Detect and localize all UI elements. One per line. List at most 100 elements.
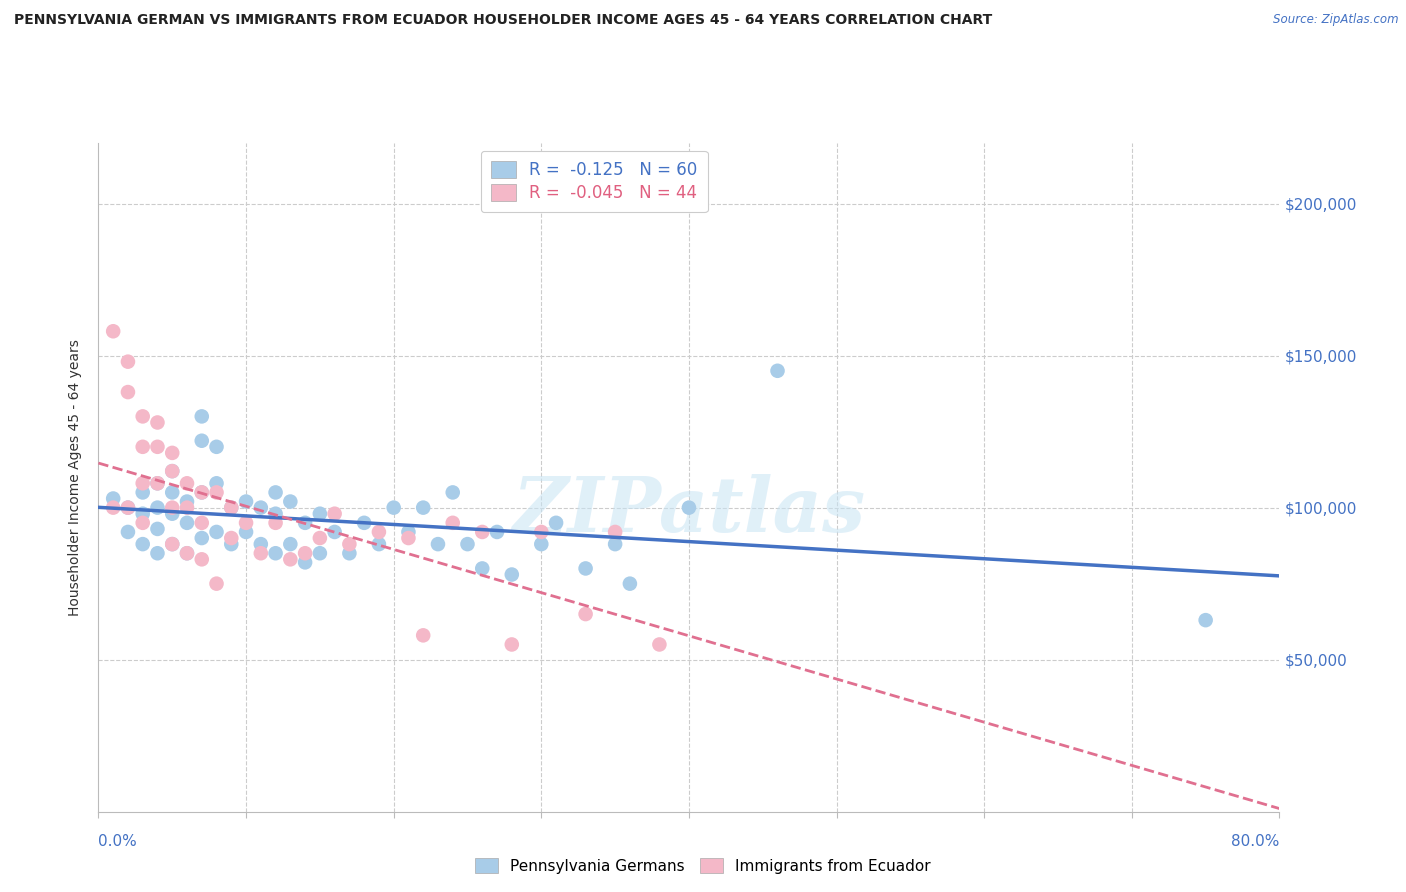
Point xyxy=(146,546,169,560)
Point xyxy=(205,485,228,500)
Point xyxy=(605,524,627,539)
Point xyxy=(162,464,183,478)
Point xyxy=(103,491,125,506)
Point xyxy=(146,440,169,454)
Point xyxy=(530,524,553,539)
Point xyxy=(368,524,391,539)
Point xyxy=(353,516,375,530)
Point xyxy=(132,409,155,424)
Point xyxy=(146,476,169,491)
Point xyxy=(191,485,214,500)
Point xyxy=(117,385,139,400)
Point xyxy=(766,364,789,378)
Point xyxy=(294,516,316,530)
Point xyxy=(205,524,228,539)
Point xyxy=(427,537,450,551)
Point xyxy=(309,546,332,560)
Point xyxy=(396,524,419,539)
Point xyxy=(219,537,242,551)
Point xyxy=(441,485,464,500)
Text: Source: ZipAtlas.com: Source: ZipAtlas.com xyxy=(1274,13,1399,27)
Point xyxy=(176,546,198,560)
Text: 80.0%: 80.0% xyxy=(1232,834,1279,849)
Point xyxy=(339,537,360,551)
Point xyxy=(278,552,302,566)
Point xyxy=(132,476,155,491)
Point xyxy=(605,537,627,551)
Point xyxy=(323,524,346,539)
Point xyxy=(162,507,183,521)
Point xyxy=(546,516,568,530)
Point xyxy=(471,524,494,539)
Point xyxy=(219,500,242,515)
Point xyxy=(339,546,360,560)
Point xyxy=(103,500,125,515)
Point xyxy=(294,546,316,560)
Point xyxy=(530,537,553,551)
Point xyxy=(396,531,419,545)
Point xyxy=(471,561,494,575)
Point xyxy=(278,494,302,508)
Point xyxy=(132,537,155,551)
Point xyxy=(250,546,273,560)
Point xyxy=(574,607,596,621)
Point xyxy=(1195,613,1218,627)
Point xyxy=(117,354,139,368)
Point xyxy=(278,537,302,551)
Point xyxy=(132,516,155,530)
Text: 0.0%: 0.0% xyxy=(98,834,138,849)
Point xyxy=(368,537,391,551)
Point xyxy=(205,576,228,591)
Point xyxy=(264,516,287,530)
Point xyxy=(323,507,346,521)
Point xyxy=(191,434,214,448)
Point xyxy=(132,440,155,454)
Point xyxy=(162,446,183,460)
Legend: Pennsylvania Germans, Immigrants from Ecuador: Pennsylvania Germans, Immigrants from Ec… xyxy=(470,852,936,880)
Point xyxy=(162,500,183,515)
Point xyxy=(191,409,214,424)
Point xyxy=(294,555,316,569)
Point xyxy=(264,546,287,560)
Point xyxy=(132,507,155,521)
Point xyxy=(412,500,434,515)
Point xyxy=(219,531,242,545)
Point xyxy=(501,637,523,651)
Point xyxy=(235,524,257,539)
Point xyxy=(441,516,464,530)
Point xyxy=(176,546,198,560)
Point xyxy=(648,637,671,651)
Point xyxy=(235,494,257,508)
Point xyxy=(176,476,198,491)
Point xyxy=(309,531,332,545)
Point xyxy=(117,500,139,515)
Point xyxy=(146,416,169,430)
Point xyxy=(250,500,273,515)
Point xyxy=(176,500,198,515)
Point xyxy=(146,522,169,536)
Point xyxy=(264,485,287,500)
Point xyxy=(176,516,198,530)
Text: PENNSYLVANIA GERMAN VS IMMIGRANTS FROM ECUADOR HOUSEHOLDER INCOME AGES 45 - 64 Y: PENNSYLVANIA GERMAN VS IMMIGRANTS FROM E… xyxy=(14,13,993,28)
Point xyxy=(501,567,523,582)
Legend: R =  -0.125   N = 60, R =  -0.045   N = 44: R = -0.125 N = 60, R = -0.045 N = 44 xyxy=(481,151,707,212)
Point xyxy=(678,500,700,515)
Point xyxy=(176,494,198,508)
Point xyxy=(162,537,183,551)
Point xyxy=(191,552,214,566)
Point xyxy=(162,464,183,478)
Point xyxy=(103,324,125,338)
Point xyxy=(162,537,183,551)
Point xyxy=(382,500,405,515)
Point xyxy=(132,485,155,500)
Point xyxy=(162,485,183,500)
Point xyxy=(235,516,257,530)
Point xyxy=(619,576,641,591)
Point xyxy=(146,476,169,491)
Point xyxy=(264,507,287,521)
Point xyxy=(205,476,228,491)
Point xyxy=(412,628,434,642)
Point xyxy=(486,524,509,539)
Point xyxy=(191,516,214,530)
Point xyxy=(205,440,228,454)
